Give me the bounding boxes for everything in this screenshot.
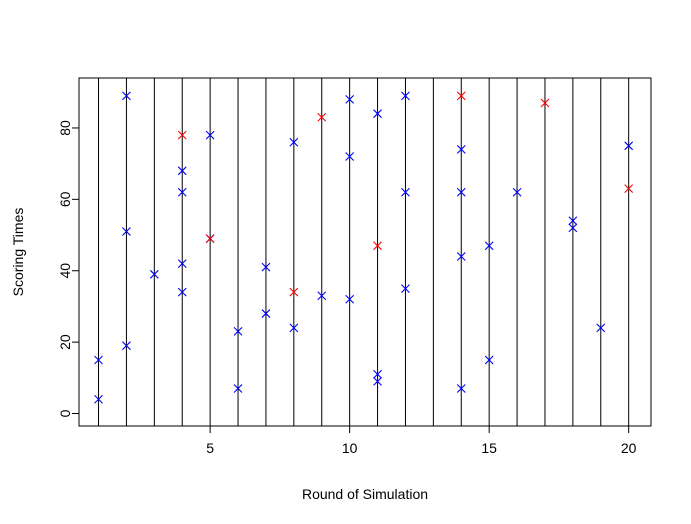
data-point-red <box>289 287 299 297</box>
x-axis-title: Round of Simulation <box>302 486 428 502</box>
data-point-blue <box>373 369 382 379</box>
x-tick-label: 20 <box>621 440 637 456</box>
y-tick-label: 80 <box>57 120 73 136</box>
data-point-red <box>456 91 466 101</box>
data-point-blue <box>484 355 494 365</box>
data-point-blue <box>456 252 466 261</box>
data-point-red <box>177 130 187 140</box>
x-axis: 5 10 15 20 <box>206 425 637 456</box>
data-point-blue <box>624 141 634 151</box>
data-point-blue <box>401 91 410 101</box>
data-point-blue <box>233 384 243 393</box>
data-point-blue <box>373 109 382 119</box>
data-point-blue <box>177 166 187 176</box>
data-point-blue <box>345 152 355 161</box>
data-point-blue <box>512 187 522 197</box>
data-point-blue <box>205 130 215 140</box>
data-point-blue <box>122 91 131 101</box>
data-point-blue <box>345 294 355 304</box>
y-axis: 0 20 40 60 80 <box>57 120 80 417</box>
data-point-blue <box>373 376 382 386</box>
x-tick-label: 10 <box>342 440 358 456</box>
data-point-blue <box>94 355 103 365</box>
data-point-blue <box>177 287 187 297</box>
vertical-reference-lines <box>98 78 630 426</box>
data-point-blue <box>484 241 494 251</box>
data-point-blue <box>456 144 466 154</box>
y-axis-title: Scoring Times <box>10 208 26 297</box>
x-tick-label: 15 <box>481 440 497 456</box>
data-point-red <box>205 234 215 244</box>
data-point-blue <box>261 309 271 318</box>
data-point-red <box>540 98 550 108</box>
x-tick-label: 5 <box>206 440 214 456</box>
data-point-blue <box>94 394 103 404</box>
data-point-blue <box>568 216 578 226</box>
data-point-blue <box>317 291 327 301</box>
data-point-blue <box>289 137 299 147</box>
y-tick-label: 0 <box>57 409 73 417</box>
data-point-red <box>624 184 634 194</box>
data-point-blue <box>456 187 466 197</box>
data-point-blue <box>149 269 159 279</box>
data-point-blue <box>401 284 410 293</box>
y-tick-label: 40 <box>57 263 73 279</box>
data-point-red <box>317 112 327 122</box>
data-point-blue <box>345 95 355 104</box>
data-point-blue <box>568 223 578 233</box>
data-point-blue <box>456 384 466 393</box>
data-point-blue <box>261 262 271 272</box>
data-points <box>94 91 634 404</box>
y-tick-label: 60 <box>57 191 73 207</box>
y-tick-label: 20 <box>57 334 73 350</box>
data-point-blue <box>122 341 131 351</box>
data-point-blue <box>596 323 606 333</box>
data-point-red <box>373 241 382 251</box>
data-point-blue <box>233 327 243 336</box>
data-point-blue <box>401 187 410 197</box>
data-point-blue <box>177 259 187 268</box>
data-point-blue <box>289 323 299 333</box>
data-point-blue <box>122 227 131 236</box>
data-point-blue <box>177 187 187 197</box>
plot-frame <box>78 77 652 427</box>
